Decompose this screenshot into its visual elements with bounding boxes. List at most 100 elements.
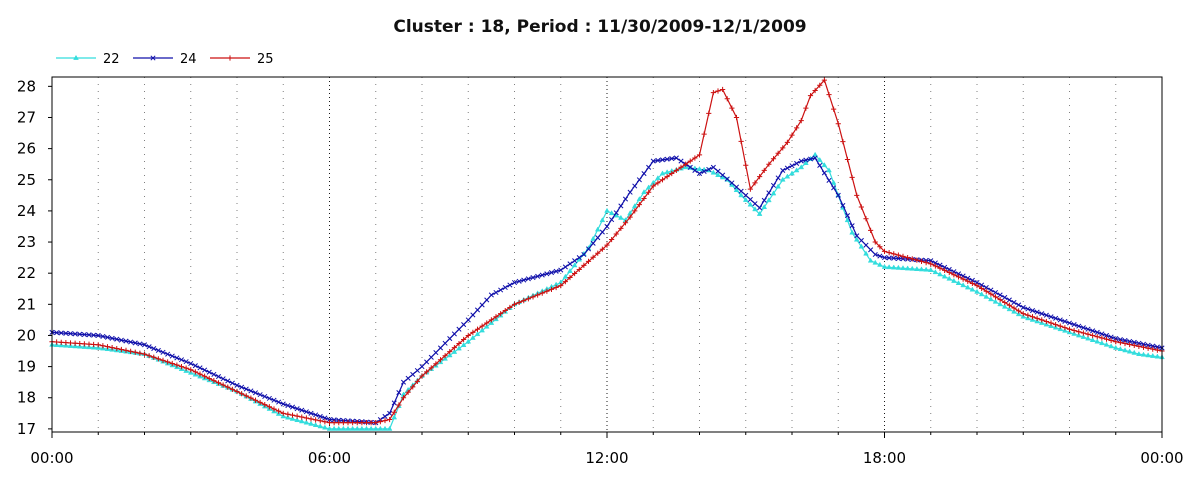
series-point xyxy=(710,169,717,175)
series-point xyxy=(863,216,869,222)
series-point xyxy=(1108,343,1114,349)
series-point xyxy=(835,121,841,127)
x-tick-label: 18:00 xyxy=(863,449,906,467)
series-point xyxy=(262,393,268,400)
series-point xyxy=(276,399,282,405)
series-point xyxy=(572,270,578,277)
series-point xyxy=(923,266,929,272)
series-point xyxy=(997,301,1003,307)
series-point xyxy=(1117,346,1124,352)
series-point xyxy=(225,384,231,390)
series-point xyxy=(1076,323,1082,329)
series-point xyxy=(594,226,601,232)
series-point xyxy=(521,297,527,304)
series-point xyxy=(687,158,693,164)
series-point xyxy=(1150,346,1156,352)
series-point xyxy=(373,420,379,426)
series-point xyxy=(63,330,69,336)
series-point xyxy=(1145,345,1151,351)
series-point xyxy=(1062,325,1068,331)
series-point xyxy=(86,344,92,350)
series-point xyxy=(169,360,175,367)
series-point xyxy=(1094,329,1100,335)
series-point xyxy=(437,357,444,363)
series-point xyxy=(775,183,781,189)
series-point xyxy=(974,288,980,294)
series-point xyxy=(488,292,494,298)
series-point xyxy=(650,183,656,189)
series-point xyxy=(632,183,638,189)
series-point xyxy=(345,425,351,431)
series-line xyxy=(51,78,1163,424)
series-point xyxy=(854,233,860,239)
series-point xyxy=(1099,340,1105,346)
series-point xyxy=(937,262,943,268)
series-point xyxy=(479,323,485,329)
series-point xyxy=(276,408,282,414)
series-point xyxy=(539,272,545,278)
series-point xyxy=(812,151,818,157)
series-point xyxy=(1062,327,1068,333)
series-point xyxy=(826,177,832,183)
series-point xyxy=(1071,330,1077,336)
series-point xyxy=(1006,306,1013,312)
series-point xyxy=(516,299,522,306)
series-point xyxy=(465,338,472,344)
series-point xyxy=(285,411,291,417)
series-point xyxy=(733,114,740,121)
series-point xyxy=(1099,331,1105,337)
series-point xyxy=(992,294,999,300)
series-point xyxy=(498,311,504,317)
series-point xyxy=(405,375,411,381)
series-point xyxy=(1016,302,1022,308)
series-point xyxy=(964,284,971,290)
series-point xyxy=(1085,331,1091,337)
series-point xyxy=(1131,342,1137,349)
series-point xyxy=(757,174,763,180)
series-point xyxy=(812,87,818,94)
series-point xyxy=(1117,336,1123,343)
series-point xyxy=(794,125,800,131)
series-point xyxy=(604,207,610,213)
series-point xyxy=(886,264,892,270)
series-point xyxy=(941,273,948,279)
series-point xyxy=(460,342,467,347)
series-point xyxy=(900,253,906,259)
series-point xyxy=(484,320,490,326)
series-point xyxy=(447,349,453,355)
series-point xyxy=(641,170,647,177)
series-point xyxy=(521,277,527,283)
series-point xyxy=(849,174,855,181)
series-point xyxy=(715,168,721,174)
series-point xyxy=(474,307,481,313)
series-point xyxy=(576,255,582,261)
series-point xyxy=(770,156,777,162)
series-point xyxy=(271,397,277,403)
series-point xyxy=(1048,320,1054,326)
series-point xyxy=(692,155,698,161)
series-point xyxy=(160,357,166,363)
series-point xyxy=(821,162,828,168)
series-point xyxy=(664,156,670,162)
series-layer xyxy=(49,77,1165,431)
series-point xyxy=(1034,318,1040,324)
series-point xyxy=(729,180,735,186)
series-point xyxy=(483,323,490,329)
series-point xyxy=(743,192,749,198)
series-point xyxy=(562,264,568,270)
series-point xyxy=(798,158,804,164)
series-point xyxy=(326,425,333,431)
series-point xyxy=(881,263,888,269)
series-point xyxy=(742,196,749,202)
series-point xyxy=(192,369,198,375)
series-point xyxy=(544,288,550,294)
series-point xyxy=(664,174,670,180)
series-point xyxy=(692,167,698,173)
series-point xyxy=(794,160,800,166)
series-point xyxy=(844,156,851,163)
series-point xyxy=(978,291,985,297)
series-point xyxy=(183,365,189,371)
series-point xyxy=(766,190,772,196)
series-point xyxy=(424,359,430,365)
series-point xyxy=(197,371,203,377)
